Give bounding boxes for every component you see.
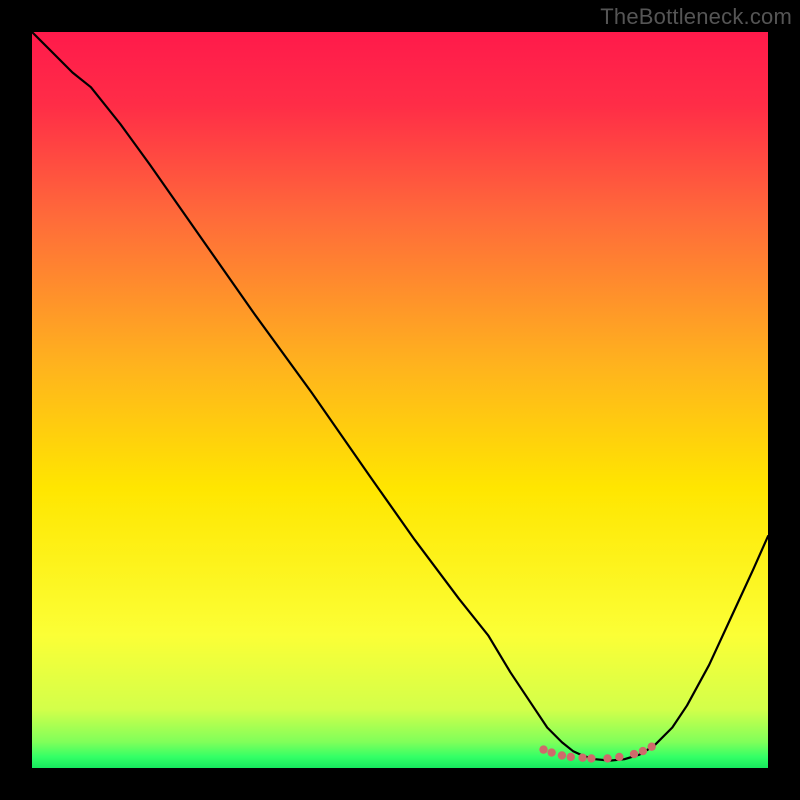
- optimal-marker: [615, 753, 623, 761]
- optimal-marker: [648, 742, 656, 750]
- optimal-marker: [639, 747, 647, 755]
- optimal-marker: [578, 754, 586, 762]
- optimal-marker: [539, 745, 547, 753]
- optimal-marker: [547, 748, 555, 756]
- watermark-text: TheBottleneck.com: [600, 4, 792, 30]
- optimal-marker: [630, 750, 638, 758]
- optimal-marker: [603, 754, 611, 762]
- optimal-marker: [567, 753, 575, 761]
- optimal-marker: [558, 751, 566, 759]
- plot-area: [32, 32, 768, 768]
- chart-container: TheBottleneck.com: [0, 0, 800, 800]
- bottleneck-curve: [32, 32, 768, 768]
- marker-layer: [32, 32, 768, 768]
- optimal-marker: [587, 754, 595, 762]
